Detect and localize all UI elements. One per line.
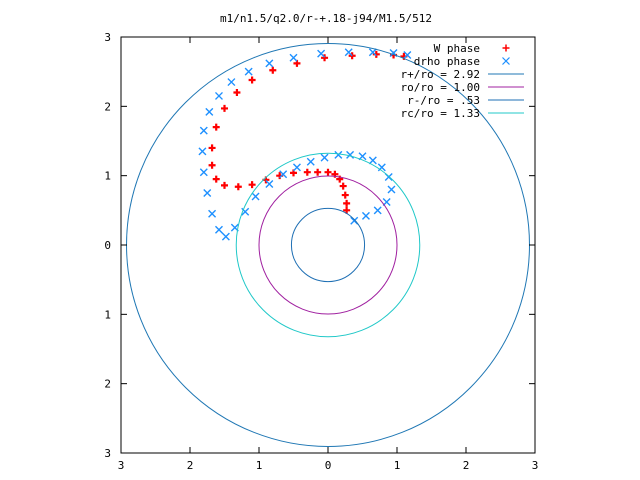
w-phase-point bbox=[221, 181, 228, 189]
drho-phase-point bbox=[320, 153, 329, 162]
w-phase-point bbox=[248, 181, 256, 189]
series-3 bbox=[258, 175, 398, 315]
circle-mark bbox=[290, 207, 366, 283]
w-phase-point bbox=[248, 76, 256, 84]
y-tick-label: 2 bbox=[104, 100, 111, 113]
w-phase-point bbox=[212, 123, 220, 131]
drho-phase-point bbox=[377, 163, 386, 172]
legend-label: drho phase bbox=[414, 55, 480, 68]
x-tick-label: 3 bbox=[118, 459, 125, 472]
drho-phase-point bbox=[227, 78, 236, 87]
drho-phase-point bbox=[306, 157, 315, 166]
drho-phase-point bbox=[251, 192, 260, 201]
w-phase-point bbox=[324, 168, 332, 176]
legend-x-marker bbox=[502, 57, 510, 65]
w-phase-point bbox=[343, 206, 351, 214]
y-tick-label: 2 bbox=[104, 378, 111, 391]
legend-label: rc/ro = 1.33 bbox=[401, 107, 480, 120]
legend-label: r-/ro = .53 bbox=[407, 94, 480, 107]
drho-phase-point bbox=[199, 126, 208, 135]
drho-phase-point bbox=[317, 49, 326, 58]
drho-phase-point bbox=[265, 59, 274, 68]
w-phase-point bbox=[233, 88, 241, 96]
drho-phase-point bbox=[265, 179, 274, 188]
x-tick-label: 2 bbox=[463, 459, 470, 472]
drho-phase-point bbox=[334, 150, 343, 159]
w-phase-point bbox=[341, 191, 349, 199]
y-tick-label: 1 bbox=[104, 170, 111, 183]
drho-phase-point bbox=[350, 216, 359, 225]
drho-phase-point bbox=[214, 91, 223, 100]
x-tick-label: 3 bbox=[532, 459, 539, 472]
x-tick-label: 0 bbox=[325, 459, 332, 472]
drho-phase-point bbox=[344, 48, 353, 57]
w-phase-point bbox=[234, 183, 242, 191]
series-5 bbox=[235, 152, 421, 338]
legend-label: W phase bbox=[434, 42, 480, 55]
drho-phase-point bbox=[373, 206, 382, 215]
drho-phase-point bbox=[203, 189, 212, 197]
w-phase-point bbox=[221, 104, 228, 112]
circle-mark bbox=[258, 175, 398, 315]
drho-phase-point bbox=[208, 209, 217, 218]
drho-phase-point bbox=[214, 225, 223, 234]
x-tick-label: 1 bbox=[256, 459, 263, 472]
series-4 bbox=[290, 207, 366, 283]
legend-label: ro/ro = 1.00 bbox=[401, 81, 480, 94]
y-tick-label: 3 bbox=[104, 447, 111, 460]
w-phase-point bbox=[321, 54, 329, 62]
drho-phase-point bbox=[241, 207, 250, 216]
w-phase-point bbox=[269, 66, 277, 74]
w-phase-point bbox=[212, 175, 220, 183]
drho-phase-point bbox=[198, 147, 207, 156]
drho-phase-point bbox=[368, 156, 377, 165]
w-phase-point bbox=[303, 168, 311, 176]
w-phase-point bbox=[314, 168, 322, 176]
drho-phase-point bbox=[368, 48, 377, 57]
w-phase-point bbox=[208, 144, 216, 152]
drho-phase-point bbox=[361, 211, 370, 220]
y-tick-label: 0 bbox=[104, 239, 111, 252]
y-tick-label: 3 bbox=[104, 31, 111, 44]
drho-phase-point bbox=[292, 163, 301, 172]
circle-mark bbox=[235, 152, 421, 338]
drho-phase-point bbox=[387, 185, 396, 194]
drho-phase-point bbox=[279, 170, 288, 179]
y-tick-label: 1 bbox=[104, 308, 111, 321]
drho-phase-point bbox=[289, 53, 298, 62]
drho-phase-point bbox=[205, 107, 214, 116]
x-tick-label: 2 bbox=[187, 459, 194, 472]
x-tick-label: 1 bbox=[394, 459, 401, 472]
series-0 bbox=[208, 50, 408, 214]
drho-phase-point bbox=[199, 168, 208, 177]
series-1 bbox=[198, 48, 412, 241]
drho-phase-point bbox=[244, 67, 253, 76]
legend-plus-marker bbox=[502, 44, 510, 52]
drho-phase-point bbox=[346, 150, 355, 159]
w-phase-point bbox=[339, 182, 347, 190]
drho-phase-point bbox=[221, 232, 230, 241]
legend-label: r+/ro = 2.92 bbox=[401, 68, 480, 81]
w-phase-point bbox=[343, 199, 351, 207]
drho-phase-point bbox=[403, 51, 412, 60]
w-phase-point bbox=[208, 161, 216, 169]
chart-title: m1/n1.5/q2.0/r-+.18-j94/M1.5/512 bbox=[220, 12, 432, 25]
